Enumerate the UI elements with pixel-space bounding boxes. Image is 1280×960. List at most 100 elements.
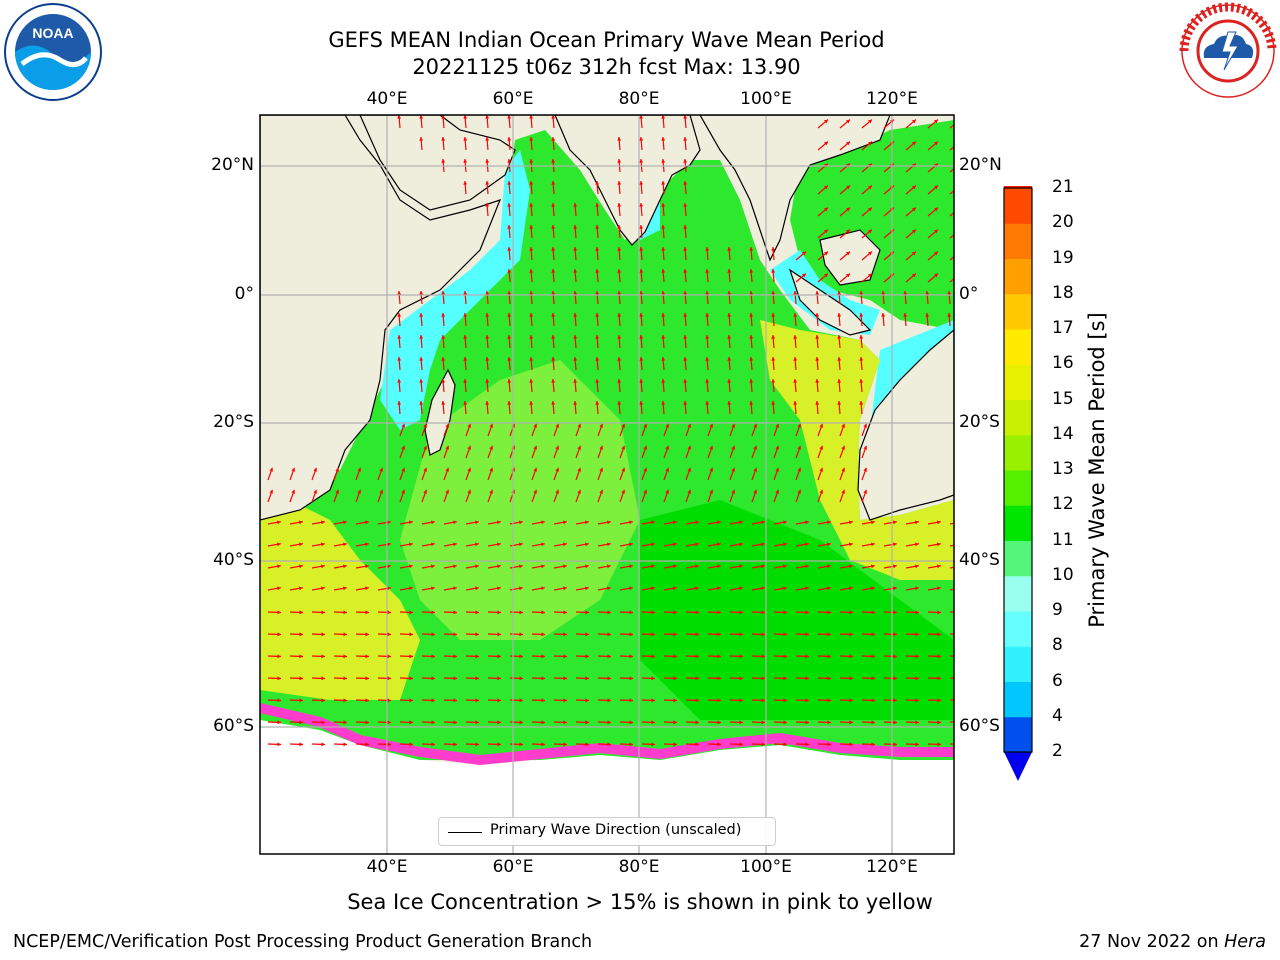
arrow-head xyxy=(739,610,743,615)
arrow-head xyxy=(541,586,545,591)
arrow-head xyxy=(859,379,864,383)
arrow-head xyxy=(617,291,622,295)
arrow-head xyxy=(431,698,435,703)
arrow-head xyxy=(441,137,446,141)
colorbar-tick-label: 20 xyxy=(1052,212,1074,233)
generation-date: 27 Nov 2022 on Hera xyxy=(1079,932,1266,952)
arrow-head xyxy=(573,225,578,229)
australia-landmass xyxy=(857,329,954,521)
arrow-head xyxy=(749,335,754,339)
arrow-head xyxy=(665,467,669,472)
arrow-head xyxy=(585,610,589,615)
arrow-head xyxy=(277,586,281,591)
arrow-head xyxy=(643,445,647,450)
arrow-head xyxy=(739,564,743,569)
legend-line-sample xyxy=(448,832,482,833)
arrow-head xyxy=(357,489,361,494)
arrow-head xyxy=(824,141,828,146)
arrow-head xyxy=(617,159,622,163)
arrow-head xyxy=(563,520,567,525)
lon-tick-bottom: 40°E xyxy=(366,857,408,877)
arrow-head xyxy=(555,423,559,428)
arrow-head xyxy=(409,586,413,591)
arrow-head xyxy=(893,742,897,747)
arrow-head xyxy=(453,676,457,681)
arrow-head xyxy=(753,467,757,472)
arrow-head xyxy=(365,654,369,659)
arrow-head xyxy=(291,467,295,472)
arrow-head xyxy=(846,185,850,190)
arrow-head xyxy=(507,203,512,207)
arrow-head xyxy=(507,225,512,229)
arrow-head xyxy=(555,489,559,494)
arrow-head xyxy=(717,676,721,681)
arrow-head xyxy=(507,115,512,119)
arrow-head xyxy=(321,520,325,525)
arrow-head xyxy=(912,273,916,278)
arrow-head xyxy=(912,141,916,146)
arrow-head xyxy=(695,720,699,725)
arrow-head xyxy=(959,610,963,614)
arrow-head xyxy=(947,313,952,317)
arrow-head xyxy=(467,445,471,450)
arrow-head xyxy=(805,632,809,637)
arrow-head xyxy=(321,676,325,681)
arrow-head xyxy=(299,742,303,747)
arrow-head xyxy=(409,610,413,615)
arrow-head xyxy=(687,423,691,428)
arrow-head xyxy=(673,520,677,525)
arrow-head xyxy=(453,742,457,747)
arrow-head xyxy=(599,423,603,428)
wave-direction-arrow xyxy=(949,123,954,129)
arrow-head xyxy=(846,229,850,234)
arrow-head xyxy=(497,586,501,591)
arrow-head xyxy=(419,291,424,295)
arrow-head xyxy=(824,229,828,234)
arrow-head xyxy=(519,676,523,681)
arrow-head xyxy=(441,357,446,361)
arrow-head xyxy=(529,115,534,119)
arrow-head xyxy=(912,207,916,212)
arrow-head xyxy=(815,379,820,383)
colorbar-frame xyxy=(1003,187,1033,753)
arrow-head xyxy=(595,313,600,317)
arrow-head xyxy=(441,291,446,295)
arrow-head xyxy=(687,467,691,472)
arrow-head xyxy=(783,542,787,547)
arrow-head xyxy=(277,564,281,569)
arrow-head xyxy=(717,520,721,525)
arrow-head xyxy=(475,564,479,569)
wave-direction-arrow xyxy=(949,588,954,591)
arrow-head xyxy=(761,610,765,615)
arrow-head xyxy=(497,698,501,703)
arrow-head xyxy=(761,676,765,681)
wave-direction-arrow xyxy=(949,277,954,283)
arrow-head xyxy=(551,379,556,383)
arrow-head xyxy=(617,401,622,405)
arrow-head xyxy=(661,225,666,229)
arrow-head xyxy=(937,720,941,725)
colorbar-segment xyxy=(1004,258,1032,295)
arrow-head xyxy=(761,564,765,569)
arrow-head xyxy=(343,632,347,637)
arrow-head xyxy=(683,203,688,207)
arrow-head xyxy=(783,586,787,591)
arrow-head xyxy=(915,610,919,615)
arrow-head xyxy=(639,203,644,207)
producer-credit: NCEP/EMC/Verification Post Processing Pr… xyxy=(13,932,593,952)
arrow-head xyxy=(573,401,578,405)
arrow-head xyxy=(915,564,919,569)
arrow-head xyxy=(387,698,391,703)
arrow-head xyxy=(956,252,960,256)
arrow-head xyxy=(802,273,806,278)
colorbar-tick-label: 10 xyxy=(1052,564,1074,585)
arrow-head xyxy=(761,654,765,659)
arrow-head xyxy=(727,335,732,339)
arrow-head xyxy=(797,445,801,450)
arrow-head xyxy=(573,291,578,295)
arrow-head xyxy=(802,251,806,256)
wave-direction-arrow xyxy=(949,721,954,723)
arrow-head xyxy=(277,676,281,681)
arrow-head xyxy=(639,313,644,317)
arrow-head xyxy=(507,159,512,163)
